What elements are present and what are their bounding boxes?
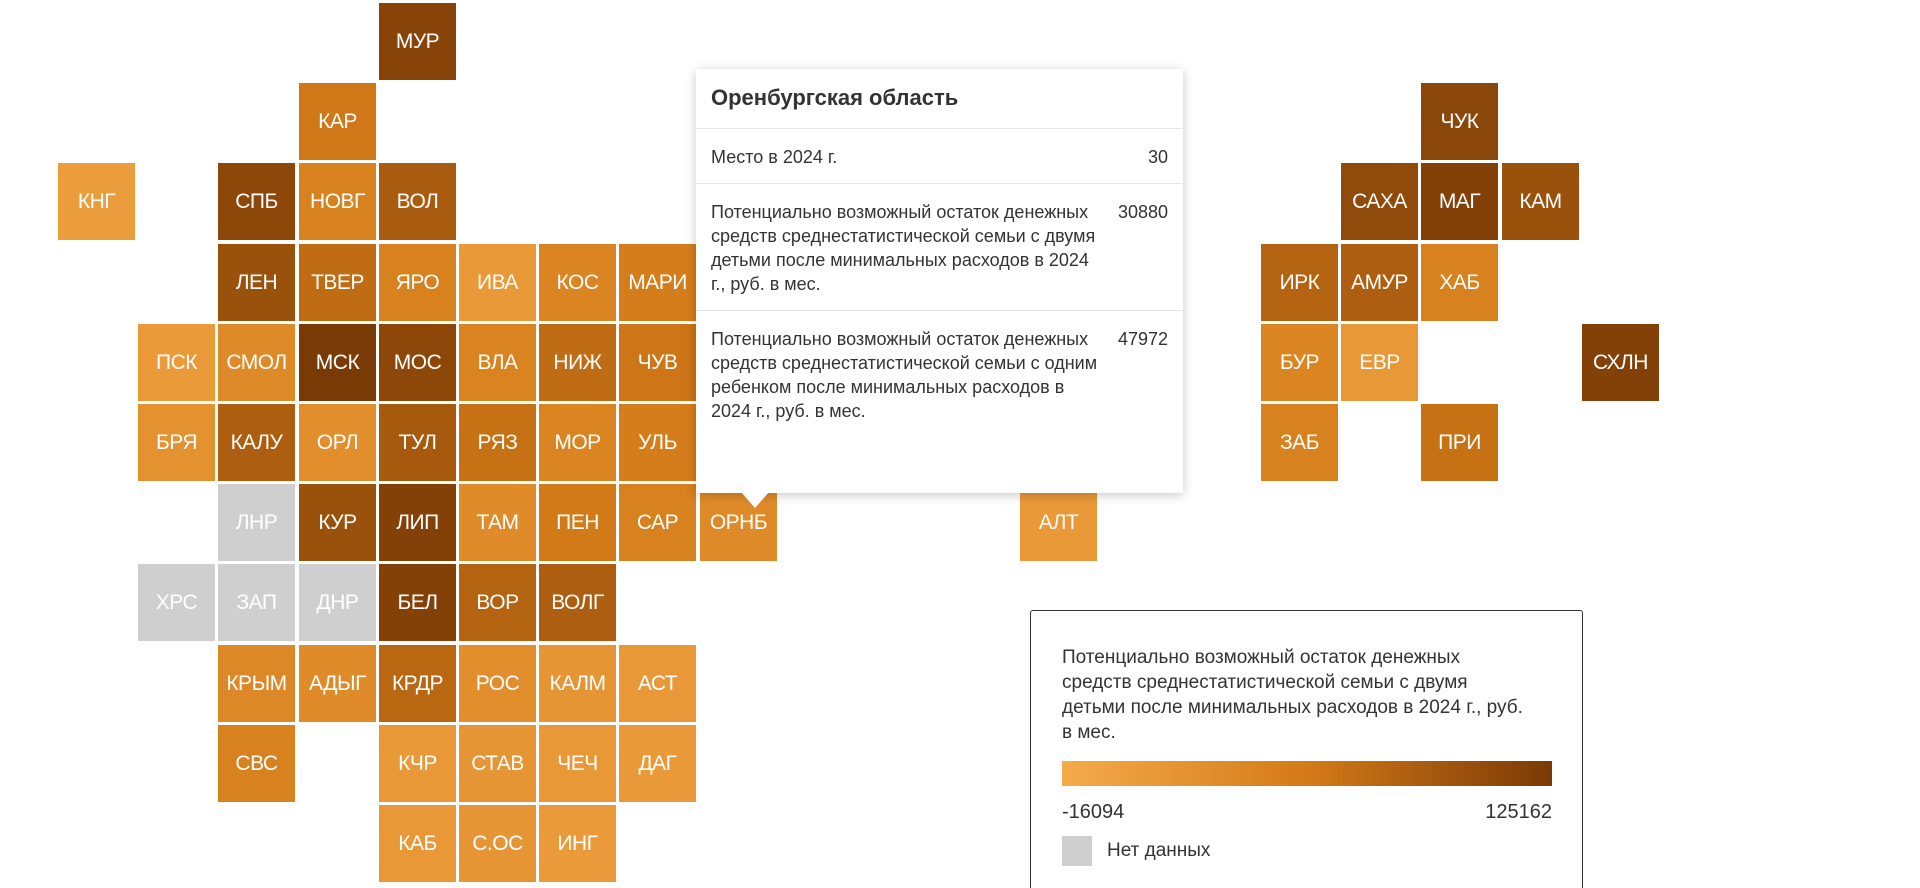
region-tile[interactable]: РЯЗ bbox=[459, 404, 536, 481]
region-tile[interactable]: ИНГ bbox=[539, 805, 616, 882]
legend-title: Потенциально возможный остаток денежных … bbox=[1062, 647, 1523, 743]
region-tile[interactable]: ТВЕР bbox=[299, 244, 376, 321]
legend-gradient-bar bbox=[1062, 761, 1552, 786]
region-tile[interactable]: ОРНБ bbox=[700, 484, 777, 561]
region-tile[interactable]: БРЯ bbox=[138, 404, 215, 481]
region-tile[interactable]: СПБ bbox=[218, 163, 295, 240]
region-tile[interactable]: ПРИ bbox=[1421, 404, 1498, 481]
region-tile[interactable]: МАРИ bbox=[619, 244, 696, 321]
region-tile[interactable]: ВЛА bbox=[459, 324, 536, 401]
region-tile[interactable]: КАБ bbox=[379, 805, 456, 882]
region-tile[interactable]: КАЛМ bbox=[539, 645, 616, 722]
legend-nodata-item: Нет данных bbox=[1062, 836, 1552, 866]
color-legend: Потенциально возможный остаток денежных … bbox=[1030, 610, 1583, 888]
tooltip-one-child-value: 47972 bbox=[1117, 329, 1168, 349]
region-tile[interactable]: ИРК bbox=[1261, 244, 1338, 321]
region-tile[interactable]: АДЫГ bbox=[299, 645, 376, 722]
tooltip-rank-label: Место в 2024 г. bbox=[711, 147, 838, 167]
region-tile[interactable]: ВОЛ bbox=[379, 163, 456, 240]
region-tile[interactable]: РОС bbox=[459, 645, 536, 722]
region-tile[interactable]: ЛНР bbox=[218, 484, 295, 561]
region-tile[interactable]: ОРЛ bbox=[299, 404, 376, 481]
region-tile[interactable]: КНГ bbox=[58, 163, 135, 240]
region-tile[interactable]: СМОЛ bbox=[218, 324, 295, 401]
region-tile[interactable]: КЧР bbox=[379, 725, 456, 802]
tooltip-pointer bbox=[741, 492, 769, 508]
region-tile[interactable]: СВС bbox=[218, 725, 295, 802]
region-tile[interactable]: КАЛУ bbox=[218, 404, 295, 481]
region-tile[interactable]: ХРС bbox=[138, 564, 215, 641]
region-tile[interactable]: АМУР bbox=[1341, 244, 1418, 321]
region-tile[interactable]: ЧУК bbox=[1421, 83, 1498, 160]
region-tile[interactable]: МОС bbox=[379, 324, 456, 401]
region-tile[interactable]: НИЖ bbox=[539, 324, 616, 401]
region-tile[interactable]: МСК bbox=[299, 324, 376, 401]
tooltip-rank-value: 30 bbox=[1147, 147, 1168, 167]
tooltip-row-one-child: Потенциально возможный остаток денежных … bbox=[696, 311, 1183, 437]
tooltip-row-two-children: Потенциально возможный остаток денежных … bbox=[696, 184, 1183, 311]
region-tile[interactable]: МУР bbox=[379, 3, 456, 80]
region-tile[interactable]: ТУЛ bbox=[379, 404, 456, 481]
region-tile[interactable]: ПЕН bbox=[539, 484, 616, 561]
region-tile[interactable]: ВОР bbox=[459, 564, 536, 641]
tooltip-one-child-label: Потенциально возможный остаток денежных … bbox=[711, 329, 1098, 421]
region-tile[interactable]: САР bbox=[619, 484, 696, 561]
region-tile[interactable]: ЧЕЧ bbox=[539, 725, 616, 802]
region-tile[interactable]: КРДР bbox=[379, 645, 456, 722]
tooltip-two-children-value: 30880 bbox=[1117, 202, 1168, 222]
legend-scale: -16094 125162 bbox=[1062, 801, 1552, 824]
region-tile[interactable]: АЛТ bbox=[1020, 484, 1097, 561]
region-tile[interactable]: С.ОС bbox=[459, 805, 536, 882]
legend-nodata-label: Нет данных bbox=[1107, 840, 1211, 861]
region-tile[interactable]: ПСК bbox=[138, 324, 215, 401]
tooltip-two-children-label: Потенциально возможный остаток денежных … bbox=[711, 202, 1096, 294]
region-tile[interactable]: КРЫМ bbox=[218, 645, 295, 722]
region-tile[interactable]: КАМ bbox=[1502, 163, 1579, 240]
region-tile[interactable]: БУР bbox=[1261, 324, 1338, 401]
region-tile[interactable]: ЕВР bbox=[1341, 324, 1418, 401]
region-tooltip: Оренбургская область Место в 2024 г. 30 … bbox=[696, 69, 1183, 493]
region-tile[interactable]: УЛЬ bbox=[619, 404, 696, 481]
region-tile[interactable]: ЯРО bbox=[379, 244, 456, 321]
tooltip-row-rank: Место в 2024 г. 30 bbox=[696, 129, 1183, 184]
region-tile[interactable]: БЕЛ bbox=[379, 564, 456, 641]
region-tile[interactable]: СХЛН bbox=[1582, 324, 1659, 401]
region-tile[interactable]: ЛЕН bbox=[218, 244, 295, 321]
region-tile[interactable]: КАР bbox=[299, 83, 376, 160]
region-tile[interactable]: МАГ bbox=[1421, 163, 1498, 240]
legend-nodata-swatch bbox=[1062, 836, 1092, 866]
region-tile[interactable]: ДАГ bbox=[619, 725, 696, 802]
tooltip-region-name: Оренбургская область bbox=[696, 69, 1183, 129]
region-tile[interactable]: САХА bbox=[1341, 163, 1418, 240]
region-tile[interactable]: ДНР bbox=[299, 564, 376, 641]
region-tile[interactable]: КУР bbox=[299, 484, 376, 561]
region-tile[interactable]: КОС bbox=[539, 244, 616, 321]
region-tile[interactable]: СТАВ bbox=[459, 725, 536, 802]
region-tile[interactable]: ХАБ bbox=[1421, 244, 1498, 321]
region-tile[interactable]: НОВГ bbox=[299, 163, 376, 240]
region-tile[interactable]: МОР bbox=[539, 404, 616, 481]
region-tile[interactable]: ИВА bbox=[459, 244, 536, 321]
region-tile[interactable]: ЗАП bbox=[218, 564, 295, 641]
region-tile[interactable]: ЛИП bbox=[379, 484, 456, 561]
region-tile[interactable]: ЧУВ bbox=[619, 324, 696, 401]
region-tile[interactable]: ВОЛГ bbox=[539, 564, 616, 641]
region-tile[interactable]: ЗАБ bbox=[1261, 404, 1338, 481]
legend-min-label: -16094 bbox=[1062, 801, 1125, 823]
legend-max-label: 125162 bbox=[1485, 801, 1552, 823]
region-tile[interactable]: ТАМ bbox=[459, 484, 536, 561]
region-tile[interactable]: АСТ bbox=[619, 645, 696, 722]
